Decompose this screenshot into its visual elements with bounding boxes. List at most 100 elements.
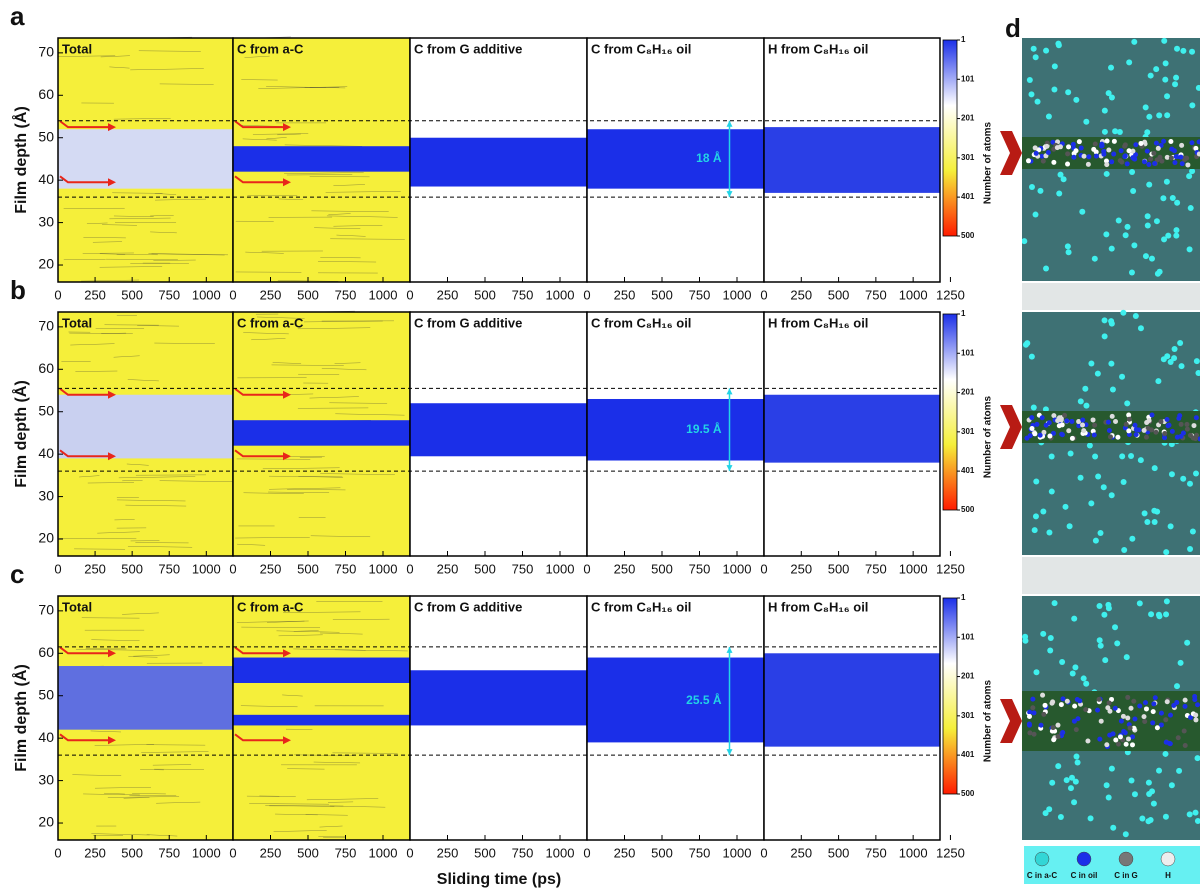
atom: [1088, 500, 1094, 506]
colorbar-label: Number of atoms: [983, 395, 994, 478]
atom: [1195, 702, 1200, 707]
y-axis-label: Film depth (Å): [11, 664, 30, 772]
x-tick-label: 500: [828, 287, 850, 302]
density-band: [764, 127, 940, 193]
atom: [1153, 695, 1158, 700]
y-tick-label: 70: [38, 602, 54, 618]
atom: [1180, 161, 1185, 166]
x-tick-label: 250: [260, 287, 282, 302]
panel-title: C from a-C: [237, 315, 304, 330]
atom: [1109, 94, 1115, 100]
atom: [1113, 419, 1118, 424]
atom: [1124, 400, 1130, 406]
atom: [1029, 354, 1035, 360]
x-tick-label: 750: [158, 845, 180, 860]
atom: [1172, 81, 1178, 87]
atom: [1139, 816, 1145, 822]
atom: [1027, 722, 1032, 727]
x-tick-label: 750: [865, 561, 887, 576]
atom: [1179, 363, 1185, 369]
atom: [1040, 631, 1046, 637]
x-tick-label: 0: [760, 561, 767, 576]
x-tick-label: 0: [54, 561, 61, 576]
atom: [1072, 719, 1077, 724]
atom: [1049, 489, 1055, 495]
atom: [1031, 404, 1037, 410]
atom: [1095, 371, 1101, 377]
atom: [1178, 155, 1183, 160]
colorbar-tick-label: 1: [961, 309, 966, 318]
panel-title: C from a-C: [237, 599, 304, 614]
atom: [1080, 422, 1085, 427]
colorbar-tick-label: 401: [961, 750, 975, 759]
panel-label: d: [1005, 13, 1021, 43]
atom: [1148, 157, 1153, 162]
atom: [1047, 648, 1053, 654]
atom: [1165, 699, 1170, 704]
panel-title: C from G additive: [414, 315, 522, 330]
x-tick-label: 250: [437, 287, 459, 302]
panel-title: C from C₈H₁₆ oil: [591, 41, 691, 56]
snapshot: [1022, 310, 1200, 555]
x-tick-label: 0: [760, 845, 767, 860]
atom: [1044, 144, 1049, 149]
colorbar: [943, 598, 957, 794]
atom: [1056, 191, 1062, 197]
atom: [1066, 428, 1071, 433]
atom: [1027, 77, 1033, 83]
atom: [1121, 547, 1127, 553]
atom: [1034, 422, 1039, 427]
atom: [1154, 509, 1160, 515]
atom: [1051, 413, 1056, 418]
atom: [1043, 703, 1048, 708]
atom: [1049, 701, 1054, 706]
atom: [1192, 697, 1197, 702]
chevron: [1000, 699, 1022, 743]
atom: [1065, 162, 1070, 167]
atom: [1173, 75, 1179, 81]
atom: [1119, 148, 1124, 153]
density-band: [233, 715, 410, 726]
density-band: [233, 146, 410, 171]
colorbar-tick-label: 201: [961, 114, 975, 123]
x-tick-label: 500: [121, 561, 143, 576]
atom: [1163, 717, 1168, 722]
atom: [1152, 519, 1158, 525]
x-tick-label: 1000: [546, 287, 575, 302]
atom: [1189, 168, 1195, 174]
atom: [1129, 706, 1134, 711]
colorbar-tick-label: 401: [961, 466, 975, 475]
atom: [1122, 154, 1127, 159]
x-tick-label: 750: [512, 561, 534, 576]
x-tick-label: 0: [583, 561, 590, 576]
panel-title: C from C₈H₁₆ oil: [591, 315, 691, 330]
atom: [1112, 128, 1118, 134]
gap-label: 18 Å: [696, 150, 722, 165]
atom: [1174, 700, 1179, 705]
atom: [1174, 200, 1180, 206]
x-tick-label: 1000: [369, 287, 398, 302]
atom: [1064, 418, 1069, 423]
atom: [1072, 664, 1078, 670]
x-tick-label: 0: [760, 287, 767, 302]
atom: [1109, 492, 1115, 498]
panel-label: b: [10, 275, 26, 305]
atom: [1120, 310, 1126, 316]
atom: [1049, 453, 1055, 459]
x-tick-label: 500: [651, 845, 673, 860]
atom: [1137, 704, 1142, 709]
atom: [1109, 246, 1115, 252]
atom: [1156, 146, 1161, 151]
atom: [1070, 436, 1075, 441]
atom: [1093, 538, 1099, 544]
atom: [1083, 681, 1089, 687]
atom: [1030, 697, 1035, 702]
x-tick-label: 1250: [936, 561, 965, 576]
colorbar-tick-label: 101: [961, 348, 975, 357]
atom: [1130, 742, 1135, 747]
atom: [1183, 698, 1188, 703]
atom: [1126, 736, 1131, 741]
atom: [1041, 712, 1046, 717]
atom: [1087, 443, 1093, 449]
atom: [1176, 768, 1182, 774]
